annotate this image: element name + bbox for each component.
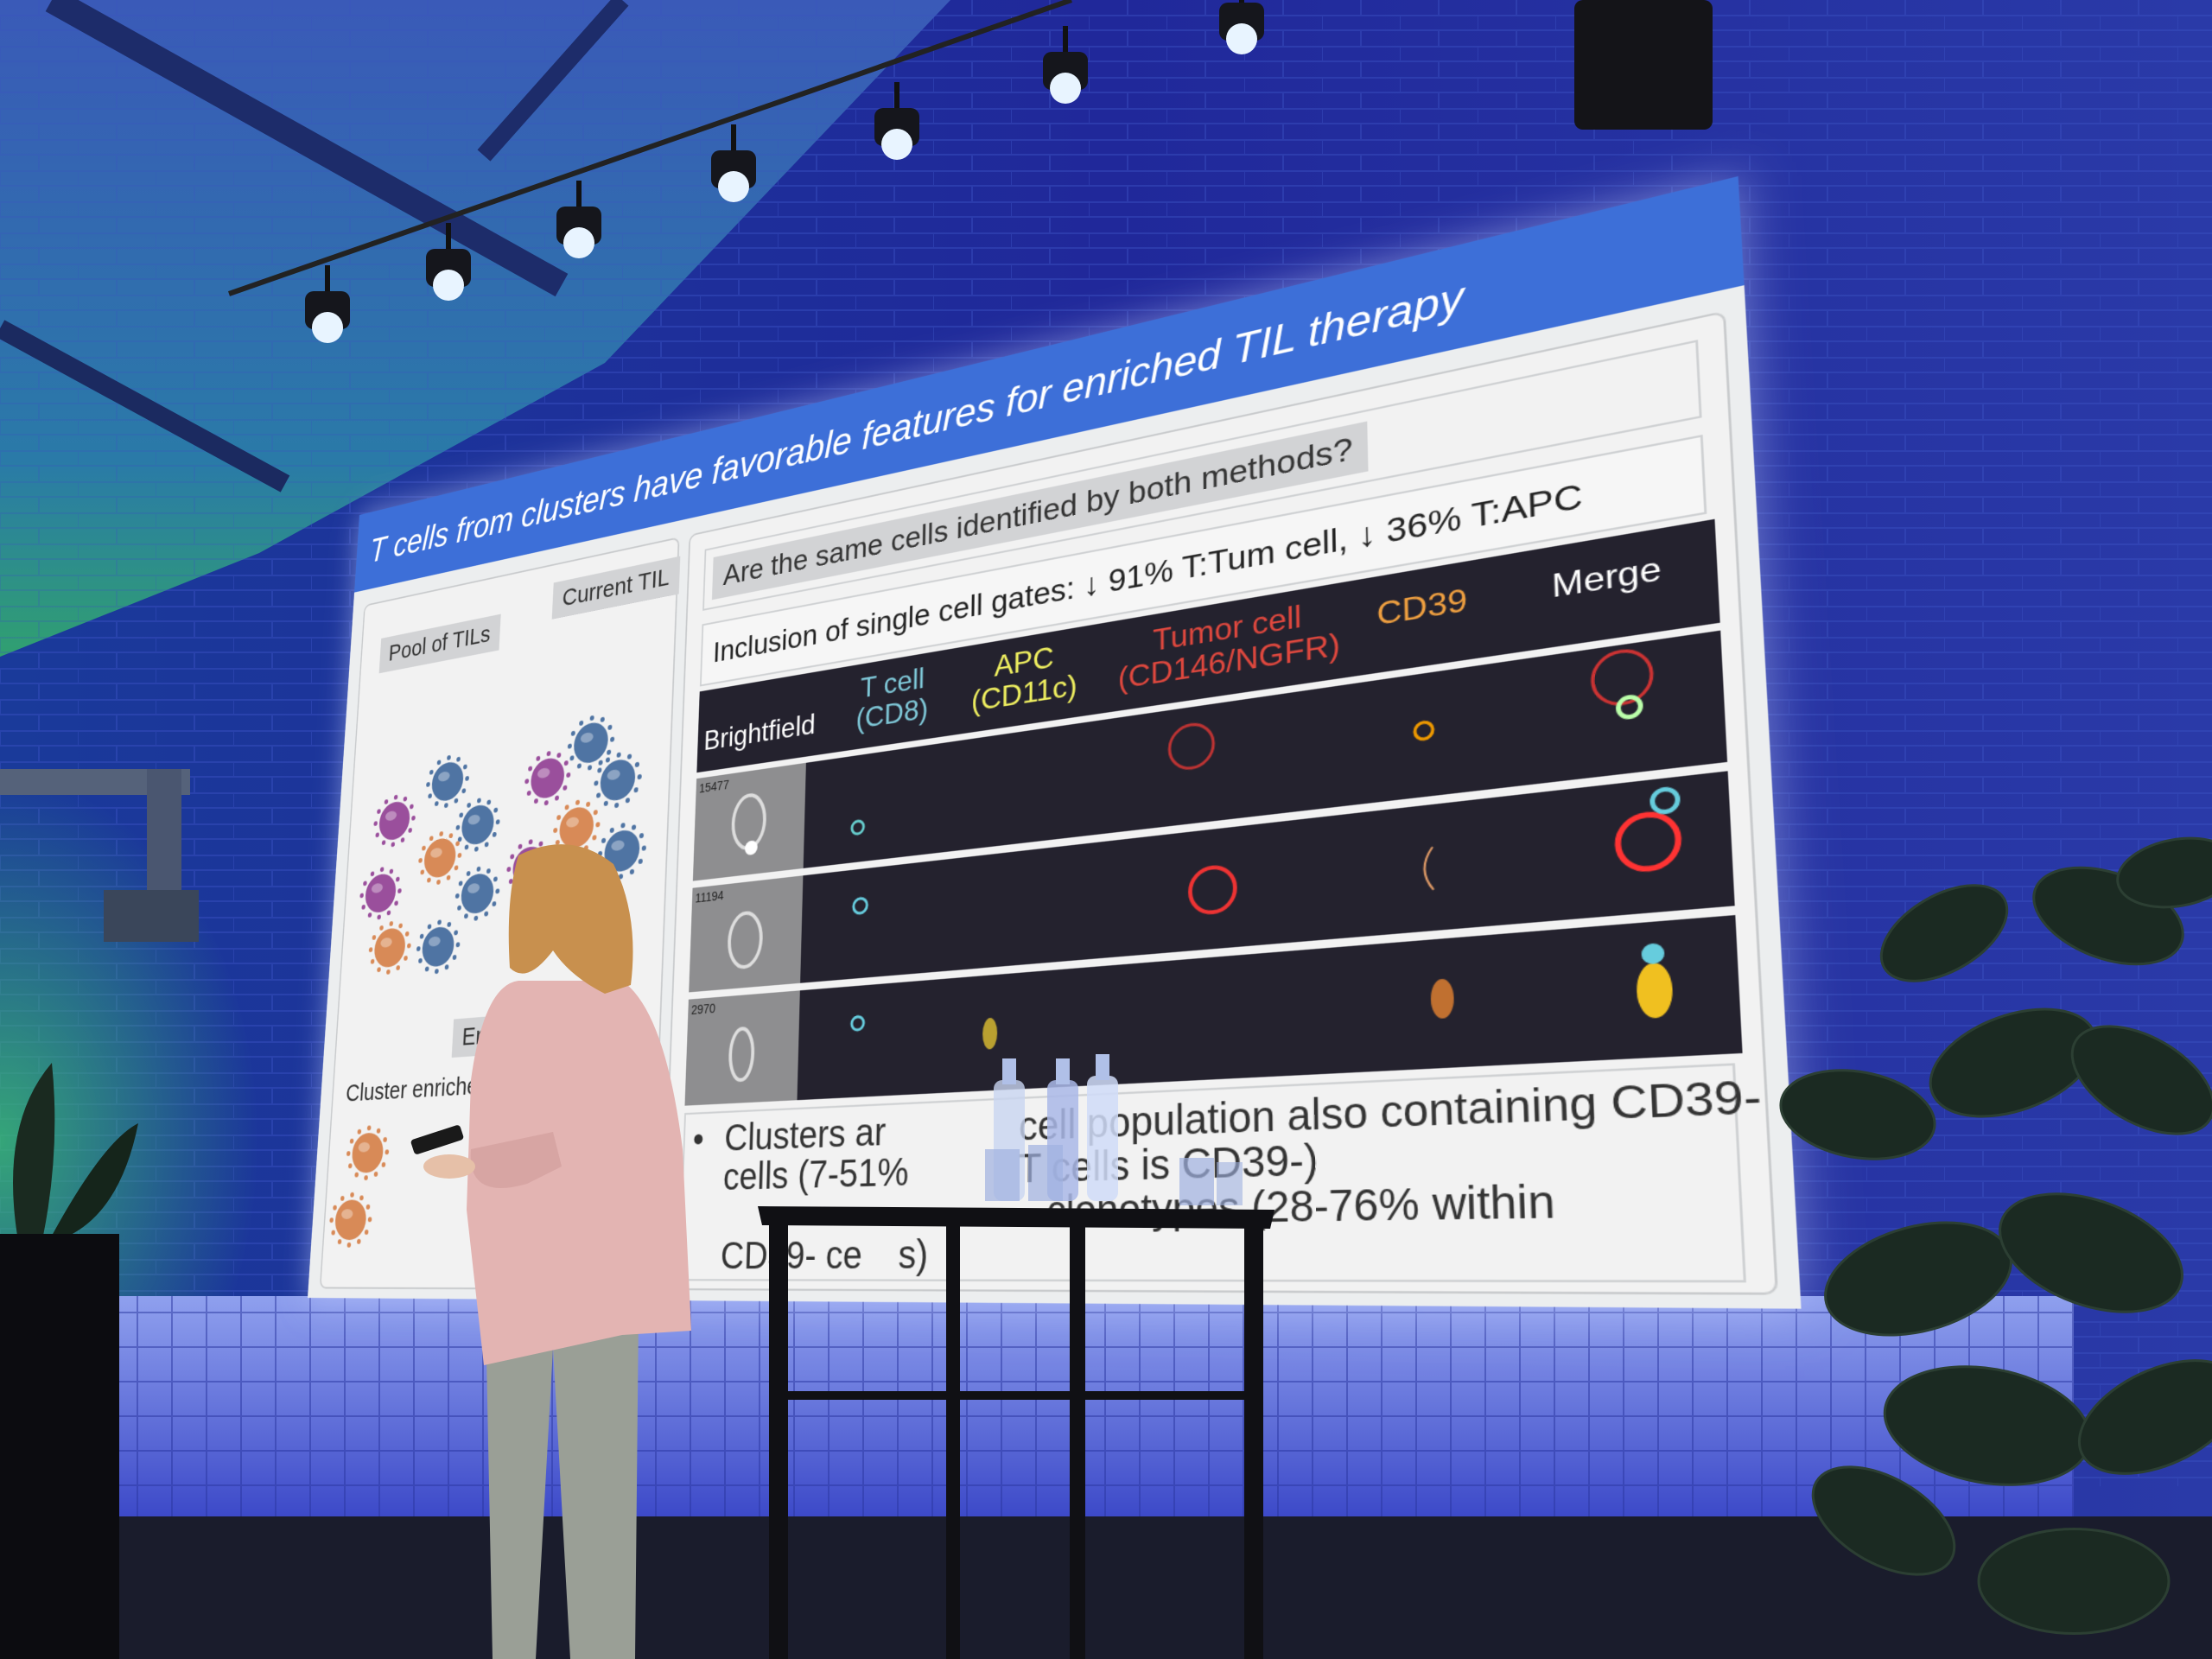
light-glow <box>433 270 464 301</box>
speaker-box <box>1574 0 1713 130</box>
plant-leaf <box>1779 1069 1936 1160</box>
light-glow <box>881 129 912 160</box>
light-glow <box>1050 73 1081 104</box>
plant-leaf <box>1811 1465 1956 1576</box>
plant-leaf <box>1999 1192 2183 1313</box>
light-glow <box>1226 23 1257 54</box>
hair <box>508 844 633 994</box>
plant-leaf <box>1824 1221 2012 1337</box>
light-glow <box>563 227 594 258</box>
light-glow <box>718 171 749 202</box>
plant-leaf <box>2077 1359 2212 1475</box>
table-with-bottles <box>758 1054 1274 1659</box>
plant-leaf <box>1883 1365 2092 1486</box>
plant-leaf <box>2070 1025 2212 1135</box>
plant-leaf <box>2116 836 2212 909</box>
left-plant <box>0 1063 138 1659</box>
plant-leaf <box>1879 884 2009 982</box>
plant-leaf <box>1977 1528 2171 1635</box>
phone <box>410 1125 464 1154</box>
light-glow <box>312 312 343 343</box>
stage-lights <box>305 0 1264 343</box>
right-plant <box>1779 836 2212 1635</box>
presenter <box>410 844 691 1659</box>
